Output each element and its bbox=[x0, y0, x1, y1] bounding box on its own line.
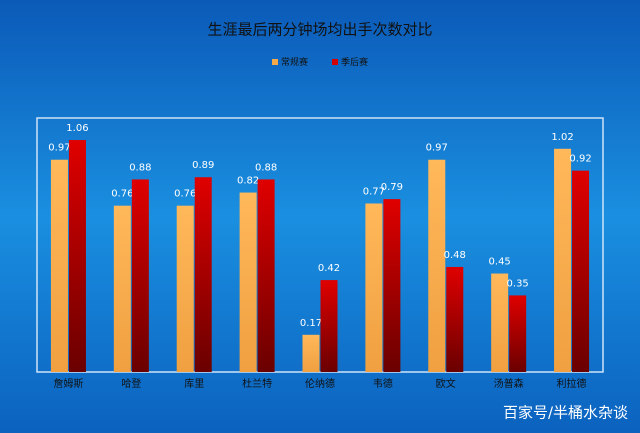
bar bbox=[491, 273, 509, 372]
x-tick-label: 哈登 bbox=[121, 377, 141, 390]
data-label: 0.76 bbox=[111, 189, 133, 200]
bar bbox=[68, 140, 86, 372]
legend-swatch bbox=[332, 59, 338, 65]
data-label: 0.89 bbox=[192, 160, 214, 171]
data-label: 0.88 bbox=[129, 162, 151, 173]
legend-label: 季后赛 bbox=[341, 56, 368, 68]
data-label: 0.35 bbox=[507, 278, 529, 289]
bar bbox=[383, 199, 401, 372]
data-label: 0.97 bbox=[426, 143, 448, 154]
x-tick-label: 库里 bbox=[184, 377, 204, 390]
data-label: 0.17 bbox=[300, 318, 322, 329]
data-label: 0.82 bbox=[237, 176, 259, 187]
bar bbox=[302, 334, 320, 372]
chart-title: 生涯最后两分钟场均出手次数对比 bbox=[207, 21, 432, 39]
data-label: 0.97 bbox=[48, 143, 70, 154]
watermark: 百家号/半桶水杂谈 bbox=[503, 404, 628, 422]
bar bbox=[50, 159, 68, 372]
data-label: 0.76 bbox=[174, 189, 196, 200]
bar bbox=[572, 170, 590, 372]
data-label: 0.79 bbox=[381, 182, 403, 193]
bar bbox=[239, 192, 257, 372]
data-label: 0.92 bbox=[569, 154, 591, 165]
x-tick-label: 杜兰特 bbox=[242, 377, 272, 390]
bar bbox=[554, 148, 572, 372]
x-tick-label: 韦德 bbox=[373, 377, 393, 390]
bar bbox=[131, 179, 149, 372]
bar bbox=[446, 266, 464, 372]
bar bbox=[365, 203, 383, 372]
data-label: 0.88 bbox=[255, 162, 277, 173]
bar bbox=[194, 177, 212, 372]
bar bbox=[257, 179, 275, 372]
data-label: 0.45 bbox=[489, 257, 511, 268]
bar bbox=[428, 159, 446, 372]
plot-frame bbox=[36, 117, 604, 373]
data-label: 0.42 bbox=[318, 263, 340, 274]
data-label: 1.06 bbox=[66, 123, 88, 134]
bar bbox=[509, 295, 527, 372]
legend-label: 常规赛 bbox=[281, 56, 308, 68]
bar bbox=[176, 205, 194, 372]
legend-swatch bbox=[272, 59, 278, 65]
bar bbox=[113, 205, 131, 372]
x-tick-label: 汤普森 bbox=[494, 377, 524, 390]
x-tick-label: 詹姆斯 bbox=[53, 377, 83, 390]
x-tick-label: 欧文 bbox=[436, 377, 456, 390]
data-label: 0.77 bbox=[363, 186, 385, 197]
bar bbox=[320, 280, 338, 372]
x-tick-label: 利拉德 bbox=[557, 377, 587, 390]
data-label: 0.48 bbox=[444, 250, 466, 261]
x-tick-label: 伦纳德 bbox=[305, 377, 335, 390]
data-label: 1.02 bbox=[551, 132, 573, 143]
